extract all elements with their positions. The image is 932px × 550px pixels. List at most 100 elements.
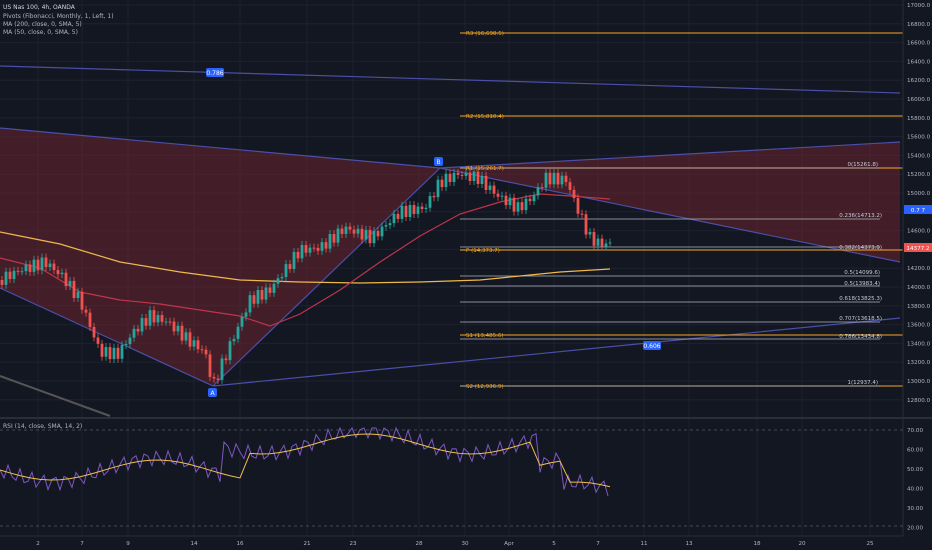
candle-body bbox=[116, 347, 120, 359]
candle-body bbox=[496, 193, 500, 197]
pivot-r2-label: R2 (15,810.4) bbox=[466, 114, 504, 120]
candle-body bbox=[256, 290, 260, 304]
rsi-line[interactable] bbox=[0, 426, 609, 497]
point-b-label: B bbox=[436, 159, 440, 166]
upper-channel-line[interactable] bbox=[0, 65, 901, 94]
candle-body bbox=[352, 229, 356, 234]
point-a-label: A bbox=[210, 390, 215, 397]
candle-body bbox=[36, 259, 40, 271]
candle-body bbox=[156, 315, 160, 323]
candle-body bbox=[52, 263, 56, 271]
candles[interactable] bbox=[0, 167, 612, 384]
ratio-top-badge[interactable]: 0.786 bbox=[206, 68, 224, 77]
candle-body bbox=[572, 189, 576, 199]
candle-body bbox=[512, 197, 516, 212]
candle-body bbox=[360, 228, 364, 240]
time-tick-label: 21 bbox=[303, 541, 311, 547]
fib-0786-label: 0.786(13434.8) bbox=[839, 334, 882, 340]
rsi-pane[interactable]: RSI (14, close, SMA, 14, 2) 70.00 60.00 50… bbox=[0, 423, 923, 532]
candle-body bbox=[468, 172, 472, 181]
candle-body bbox=[228, 341, 232, 361]
candle-body bbox=[88, 312, 92, 328]
candle-body bbox=[460, 174, 464, 176]
fib-0707-label: 0.707(13618.5) bbox=[839, 316, 882, 322]
candle-body bbox=[412, 205, 416, 214]
candle-body bbox=[244, 312, 248, 317]
ad-line[interactable] bbox=[212, 317, 901, 387]
price-tick-label: 13600.0 bbox=[907, 323, 931, 329]
time-tick-label: 25 bbox=[866, 541, 874, 547]
candle-body bbox=[568, 182, 572, 190]
pattern-shaded-region-right bbox=[440, 142, 900, 262]
candle-body bbox=[532, 195, 536, 202]
ma200-line[interactable] bbox=[0, 231, 611, 284]
candle-body bbox=[296, 252, 300, 259]
time-tick-label: 18 bbox=[753, 541, 761, 547]
fib-lines bbox=[460, 167, 880, 387]
candle-body bbox=[172, 321, 176, 332]
price-tick-label: 12800.0 bbox=[907, 398, 931, 404]
candle-body bbox=[548, 172, 552, 185]
rsi-label[interactable]: RSI (14, close, SMA, 14, 2) bbox=[3, 423, 82, 430]
candle-body bbox=[504, 195, 508, 206]
xa-line[interactable] bbox=[0, 287, 214, 387]
candle-body bbox=[80, 291, 84, 310]
candle-body bbox=[104, 347, 108, 357]
current-price-badge bbox=[904, 243, 932, 252]
rsi-ma-line[interactable] bbox=[0, 433, 611, 488]
price-tick-label: 13800.0 bbox=[907, 304, 931, 310]
bd-line[interactable] bbox=[439, 167, 901, 263]
candle-body bbox=[40, 257, 44, 271]
candle-body bbox=[100, 343, 104, 357]
header-legend: US Nas 100, 4h, OANDA Pivots (Fibonacci,… bbox=[3, 4, 114, 36]
candle-body bbox=[240, 316, 244, 327]
b-upper-line[interactable] bbox=[439, 141, 901, 169]
point-a-marker[interactable]: A bbox=[208, 388, 217, 397]
candle-body bbox=[560, 175, 564, 185]
candle-body bbox=[164, 321, 168, 323]
candle-body bbox=[192, 340, 196, 347]
candle-body bbox=[588, 232, 592, 235]
candle-body bbox=[492, 185, 496, 194]
time-tick-label: 20 bbox=[798, 541, 806, 547]
candle-body bbox=[420, 206, 424, 210]
candle-body bbox=[136, 328, 140, 332]
indicator-ma200[interactable]: MA (200, close, 0, SMA, 5) bbox=[3, 21, 82, 28]
time-tick-label: 9 bbox=[126, 541, 130, 547]
indicator-ma50[interactable]: MA (50, close, 0, SMA, 5) bbox=[3, 29, 78, 36]
candle-body bbox=[580, 213, 584, 215]
candle-body bbox=[316, 247, 320, 251]
candle-body bbox=[508, 197, 512, 206]
ratio-bottom-badge[interactable]: 0.606 bbox=[643, 341, 661, 350]
price-axis[interactable]: 17000.0 16800.0 16600.0 16400.0 16200.0 16000… bbox=[902, 0, 932, 536]
pivot-p-label: P (14,373.7) bbox=[466, 248, 500, 254]
candle-body bbox=[476, 171, 480, 184]
xb-line[interactable] bbox=[0, 127, 441, 169]
candle-body bbox=[176, 325, 180, 332]
price-tick-label: 14600.0 bbox=[907, 229, 931, 235]
point-b-marker[interactable]: B bbox=[434, 157, 443, 166]
indicator-pivots[interactable]: Pivots (Fibonacci, Monthly, 1, Left, 1) bbox=[3, 13, 114, 20]
candle-body bbox=[308, 247, 312, 253]
candle-body bbox=[408, 205, 412, 218]
gray-trendline[interactable] bbox=[0, 375, 111, 417]
candle-body bbox=[188, 332, 192, 347]
candle-body bbox=[472, 171, 476, 181]
candle-body bbox=[204, 349, 208, 355]
price-tick-label: 13200.0 bbox=[907, 360, 931, 366]
candle-body bbox=[312, 247, 316, 249]
candle-body bbox=[32, 259, 36, 272]
candle-body bbox=[336, 228, 340, 243]
symbol-title[interactable]: US Nas 100, 4h, OANDA bbox=[3, 4, 76, 11]
fib-0618-label: 0.618(13825.3) bbox=[839, 296, 882, 302]
price-tick-label: 13400.0 bbox=[907, 341, 931, 347]
price-tick-label: 16800.0 bbox=[907, 22, 931, 28]
time-tick-label: 30 bbox=[461, 541, 469, 547]
candle-body bbox=[596, 238, 600, 246]
rsi-tick-label: 30.00 bbox=[907, 506, 923, 512]
time-axis[interactable]: 2 7 9 14 16 21 23 28 30 Apr 5 7 11 13 18 20 25 bbox=[0, 535, 903, 547]
rsi-tick-label: 70.00 bbox=[907, 428, 923, 434]
candle-body bbox=[480, 175, 484, 184]
candle-body bbox=[148, 310, 152, 326]
